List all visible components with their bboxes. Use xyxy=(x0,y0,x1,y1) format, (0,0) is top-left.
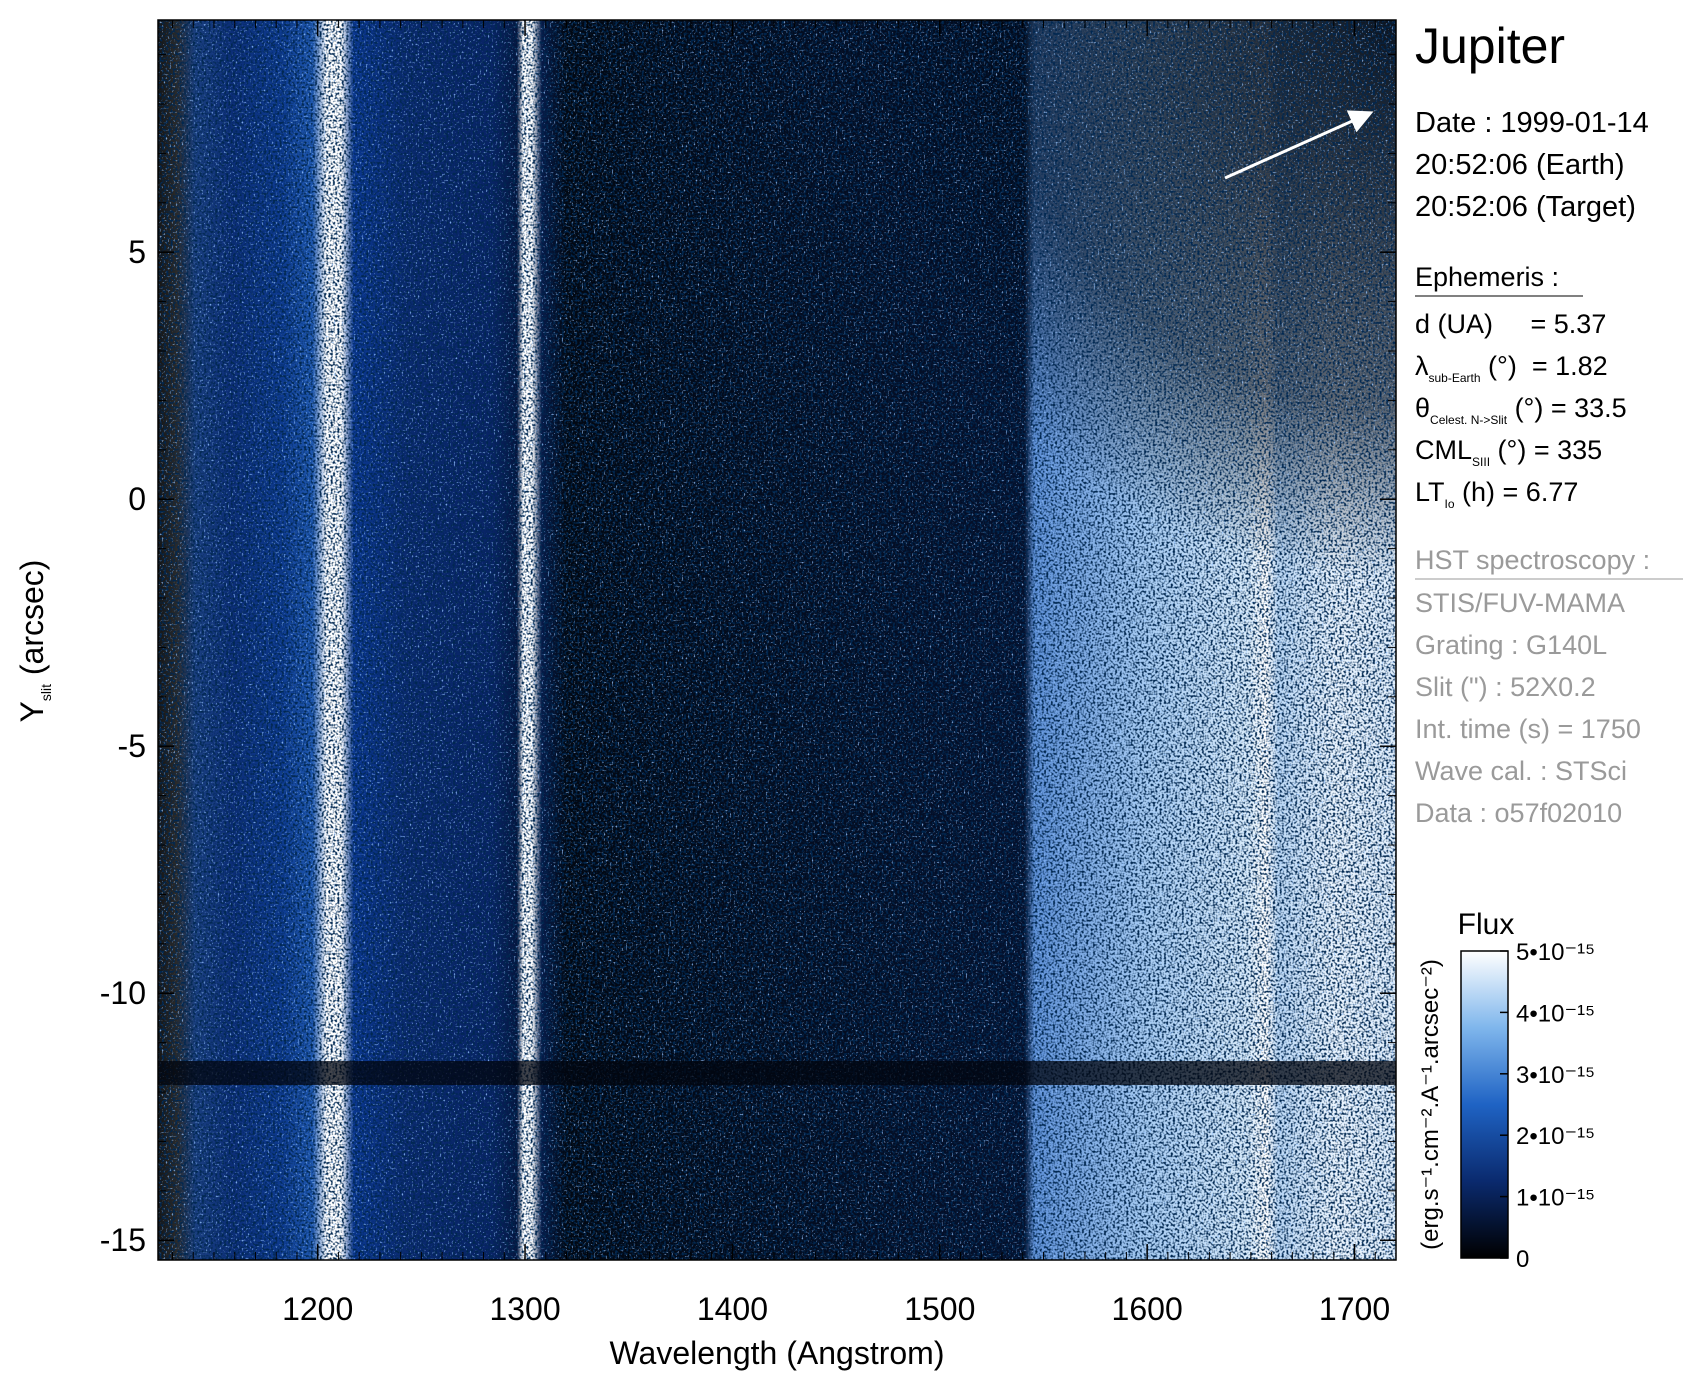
colorbar-tick-label: 2•10⁻¹⁵ xyxy=(1516,1123,1595,1150)
hst-line: Slit (") : 52X0.2 xyxy=(1415,672,1596,702)
hst-line: Wave cal. : STSci xyxy=(1415,756,1627,786)
date-line: 20:52:06 (Earth) xyxy=(1415,149,1625,181)
y-tick-label: -10 xyxy=(100,975,146,1011)
ephemeris-main: LT xyxy=(1415,477,1445,507)
ephemeris-main: CML xyxy=(1415,435,1472,465)
colorbar-tick-label: 4•10⁻¹⁵ xyxy=(1516,1000,1595,1027)
x-tick-label: 1600 xyxy=(1112,1291,1183,1327)
ephemeris-value: (°) = 33.5 xyxy=(1507,393,1627,423)
ephemeris-heading: Ephemeris : xyxy=(1415,262,1559,292)
plot-frame xyxy=(157,19,1397,1261)
x-axis-title: Wavelength (Angstrom) xyxy=(610,1335,945,1371)
colorbar-tick-label: 1•10⁻¹⁵ xyxy=(1516,1185,1595,1212)
info-panel: Jupiter Date : 1999-01-14 20:52:06 (Earth)… xyxy=(1415,18,1683,828)
colorbar-title: Flux xyxy=(1458,908,1515,941)
ephemeris-main: θ xyxy=(1415,393,1430,423)
y-tick-label: 0 xyxy=(128,481,146,517)
arrow xyxy=(1224,110,1374,180)
colorbar-tick-label: 5•10⁻¹⁵ xyxy=(1516,939,1595,966)
hst-line: Int. time (s) = 1750 xyxy=(1415,714,1641,744)
y-axis-title: Yslit (arcsec) xyxy=(14,560,54,723)
ephemeris-value: (h) = 6.77 xyxy=(1455,477,1579,507)
image-noise xyxy=(158,20,1396,1260)
y-title-rest: (arcsec) xyxy=(14,560,50,684)
spectrogram xyxy=(158,20,1396,1260)
ephemeris-sub: Celest. N->Slit xyxy=(1430,413,1508,427)
ephemeris-main: λ xyxy=(1415,351,1429,381)
hst-heading: HST spectroscopy : xyxy=(1415,545,1650,575)
y-title-sub: slit xyxy=(38,684,54,701)
date-line: 20:52:06 (Target) xyxy=(1415,191,1636,223)
target-name: Jupiter xyxy=(1415,18,1565,74)
date-line: Date : 1999-01-14 xyxy=(1415,107,1649,139)
y-title-main: Y xyxy=(14,701,50,722)
ephemeris-sub: SIII xyxy=(1472,455,1490,469)
ephemeris-line: LTIo (h) = 6.77 xyxy=(1415,477,1578,511)
y-tick-label: -15 xyxy=(100,1222,146,1258)
ephemeris-main: d (UA) = 5.37 xyxy=(1415,309,1606,339)
ephemeris-line: θCelest. N->Slit (°) = 33.5 xyxy=(1415,393,1627,427)
hst-line: STIS/FUV-MAMA xyxy=(1415,588,1625,618)
ephemeris-line: λsub-Earth (°) = 1.82 xyxy=(1415,351,1608,385)
y-tick-label: 5 xyxy=(128,234,146,270)
y-tick-label: -5 xyxy=(118,728,146,764)
colorbar xyxy=(1460,950,1509,1259)
colorbar-tick-label: 0 xyxy=(1516,1246,1529,1273)
hst-line: Grating : G140L xyxy=(1415,630,1607,660)
ephemeris-value: (°) = 1.82 xyxy=(1481,351,1608,381)
x-tick-label: 1700 xyxy=(1319,1291,1390,1327)
ephemeris-sub: sub-Earth xyxy=(1429,371,1481,385)
colorbar-label: (erg.s⁻¹.cm⁻².A⁻¹.arcsec⁻²) xyxy=(1417,959,1444,1250)
ephemeris-line: CMLSIII (°) = 335 xyxy=(1415,435,1602,469)
x-tick-label: 1400 xyxy=(697,1291,768,1327)
dark-band xyxy=(158,1061,1396,1085)
ephemeris-value: (°) = 335 xyxy=(1490,435,1602,465)
ephemeris-sub: Io xyxy=(1445,497,1455,511)
x-tick-label: 1500 xyxy=(904,1291,975,1327)
x-tick-label: 1200 xyxy=(282,1291,353,1327)
ephemeris-line: d (UA) = 5.37 xyxy=(1415,309,1606,339)
x-tick-label: 1300 xyxy=(489,1291,560,1327)
colorbar-tick-label: 3•10⁻¹⁵ xyxy=(1516,1062,1595,1089)
hst-line: Data : o57f02010 xyxy=(1415,798,1622,828)
